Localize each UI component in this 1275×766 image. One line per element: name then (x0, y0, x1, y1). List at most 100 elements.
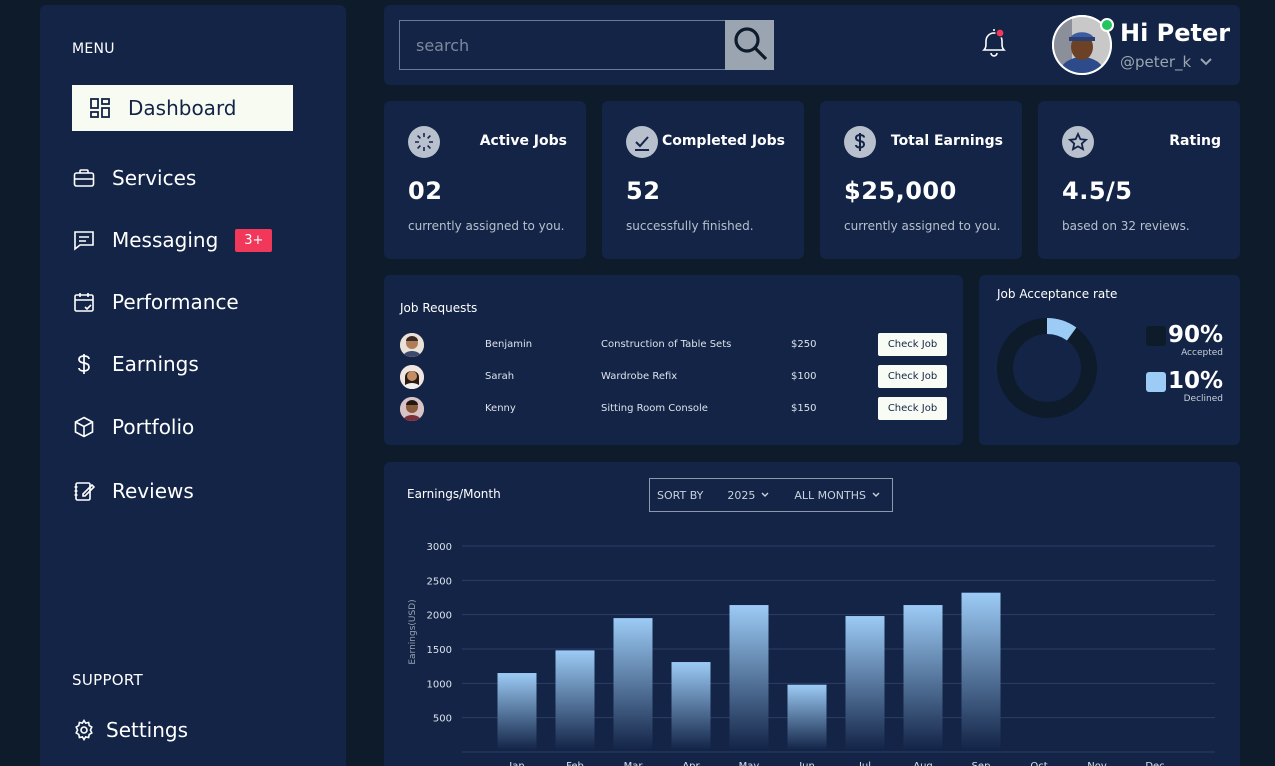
cube-icon (72, 415, 96, 439)
job-requests-title: Job Requests (400, 301, 478, 315)
x-tick-label: Feb (566, 761, 584, 766)
sidebar-item-portfolio[interactable]: Portfolio (72, 404, 194, 450)
stat-subtitle: successfully finished. (626, 219, 754, 233)
bar-aug (903, 605, 943, 750)
stat-title: Active Jobs (479, 133, 567, 149)
stat-card-total-earnings: Total Earnings $25,000 currently assigne… (820, 101, 1022, 259)
dollar-icon (844, 126, 876, 158)
sidebar-item-settings[interactable]: Settings (72, 707, 188, 753)
x-tick-label: Nov (1087, 761, 1107, 766)
gear-icon (72, 718, 96, 742)
dashboard-icon (88, 96, 112, 120)
x-tick-label: Apr (682, 761, 700, 766)
stat-subtitle: based on 32 reviews. (1062, 219, 1190, 233)
bar-apr (671, 662, 711, 750)
y-tick-label: 3000 (427, 542, 452, 553)
bar-jul (845, 616, 885, 750)
avatar[interactable] (1052, 15, 1114, 75)
sidebar-item-label: Reviews (112, 479, 194, 503)
notification-bell[interactable] (978, 25, 1010, 61)
stat-title: Rating (1169, 133, 1221, 149)
stat-card-active-jobs: Active Jobs 02 currently assigned to you… (384, 101, 586, 259)
x-tick-label: Mar (624, 761, 644, 766)
months-select[interactable]: ALL MONTHS (794, 489, 880, 502)
sidebar-item-messaging[interactable]: Messaging 3+ (72, 217, 273, 263)
requester-name: Benjamin (485, 339, 533, 350)
stat-title: Total Earnings (890, 133, 1003, 149)
stat-subtitle: currently assigned to you. (844, 219, 1001, 233)
accepted-percent: 90% (1167, 322, 1223, 348)
chevron-down-icon (1199, 53, 1213, 71)
job-title: Construction of Table Sets (601, 339, 732, 350)
table-row: Sarah Wardrobe Refix $100 Check Job (400, 365, 948, 389)
x-tick-label: Oct (1030, 761, 1047, 766)
acceptance-title: Job Acceptance rate (997, 287, 1118, 301)
bar-may (729, 605, 769, 750)
months-value: ALL MONTHS (794, 488, 867, 502)
search-input[interactable] (416, 35, 706, 55)
declined-label: Declined (1183, 394, 1223, 404)
bar-sep (961, 592, 1001, 750)
declined-swatch (1146, 372, 1166, 392)
star-icon (1062, 126, 1094, 158)
search-button[interactable] (725, 20, 774, 70)
briefcase-icon (72, 166, 96, 190)
accepted-legend: 90% Accepted (1168, 322, 1223, 358)
stat-value: $25,000 (844, 177, 957, 205)
y-tick-label: 1000 (427, 679, 452, 690)
bar-jun (787, 684, 827, 750)
x-tick-label: Jul (858, 761, 871, 766)
menu-label: MENU (72, 41, 115, 57)
check-job-button[interactable]: Check Job (878, 397, 947, 420)
avatar (400, 365, 424, 389)
table-row: Kenny Sitting Room Console $150 Check Jo… (400, 397, 948, 421)
requester-name: Kenny (485, 403, 516, 414)
x-tick-label: Aug (913, 761, 933, 766)
bar-jan (497, 673, 537, 750)
acceptance-donut-chart (997, 318, 1097, 418)
table-row: Benjamin Construction of Table Sets $250… (400, 333, 948, 357)
accepted-swatch (1146, 326, 1166, 346)
accepted-label: Accepted (1181, 348, 1223, 358)
online-status-dot (1100, 18, 1114, 32)
sidebar-item-dashboard[interactable]: Dashboard (72, 85, 293, 131)
search-icon (731, 24, 769, 66)
job-acceptance-panel: Job Acceptance rate 90% Accepted 10% Dec… (979, 275, 1240, 445)
sidebar-item-earnings[interactable]: Earnings (72, 341, 199, 387)
bell-icon (978, 28, 1010, 65)
year-value: 2025 (727, 488, 756, 502)
check-job-button[interactable]: Check Job (878, 365, 947, 388)
sidebar-item-label: Earnings (112, 352, 199, 376)
x-tick-label: May (739, 761, 760, 766)
settings-label: Settings (106, 718, 189, 742)
chevron-down-icon (872, 492, 880, 497)
check-job-button[interactable]: Check Job (878, 333, 947, 356)
year-select[interactable]: 2025 (727, 489, 769, 502)
sidebar-item-reviews[interactable]: Reviews (72, 468, 194, 514)
messaging-badge: 3+ (235, 228, 273, 252)
stat-value: 4.5/5 (1062, 177, 1133, 205)
sidebar-item-label: Dashboard (128, 96, 237, 120)
stat-title: Completed Jobs (661, 133, 785, 149)
support-label: SUPPORT (72, 671, 143, 689)
job-price: $250 (791, 339, 817, 350)
calendar-check-icon (72, 290, 96, 314)
earnings-chart-panel: 500 1000 1500 2000 2500 3000 Earnings(USD) Jan F… (384, 462, 1240, 766)
donut-declined-slice (1046, 318, 1077, 341)
dollar-icon (72, 352, 96, 376)
earnings-title: Earnings/Month (407, 487, 501, 501)
stat-value: 02 (408, 177, 443, 205)
job-price: $100 (791, 371, 817, 382)
sort-label: SORT BY (657, 488, 704, 502)
sidebar-item-services[interactable]: Services (72, 155, 196, 201)
sidebar-item-performance[interactable]: Performance (72, 279, 239, 325)
job-price: $150 (791, 403, 817, 414)
greeting: Hi Peter (1120, 19, 1231, 47)
bar-mar (613, 618, 653, 750)
user-menu[interactable]: @peter_k (1120, 53, 1213, 71)
chevron-down-icon (761, 492, 769, 497)
stat-value: 52 (626, 177, 661, 205)
x-tick-label: Dec (1145, 761, 1164, 766)
y-tick-label: 1500 (427, 645, 452, 656)
donut-accepted-slice (997, 318, 1097, 418)
